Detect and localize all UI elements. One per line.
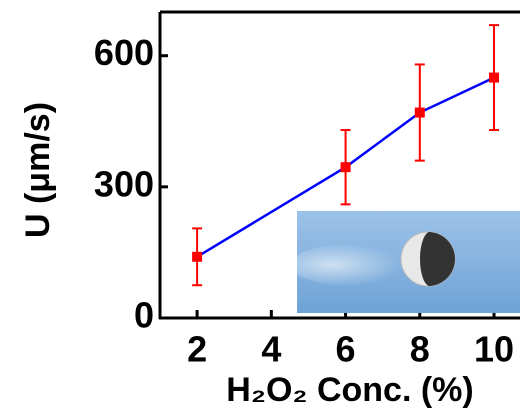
line xyxy=(196,76,495,258)
marker xyxy=(192,251,203,262)
y-axis-label: U (μm/s) xyxy=(19,102,57,238)
y-tick-label: 300 xyxy=(94,163,154,204)
x-tick-label: 10 xyxy=(474,329,514,370)
x-axis-label: H₂O₂ Conc. (%) xyxy=(226,371,473,409)
x-tick-label: 6 xyxy=(336,329,356,370)
marker xyxy=(489,72,500,83)
plot-area: 0 300 600 2 4 6 8 10 xyxy=(94,10,520,370)
marker xyxy=(340,162,351,173)
x-tick-label: 2 xyxy=(187,329,207,370)
y-tick-label: 0 xyxy=(134,295,154,336)
y-tick-label: 600 xyxy=(94,32,154,73)
marker xyxy=(414,107,425,118)
x-tick-label: 8 xyxy=(410,329,430,370)
inset-image xyxy=(290,211,520,313)
x-tick-label: 4 xyxy=(261,329,281,370)
